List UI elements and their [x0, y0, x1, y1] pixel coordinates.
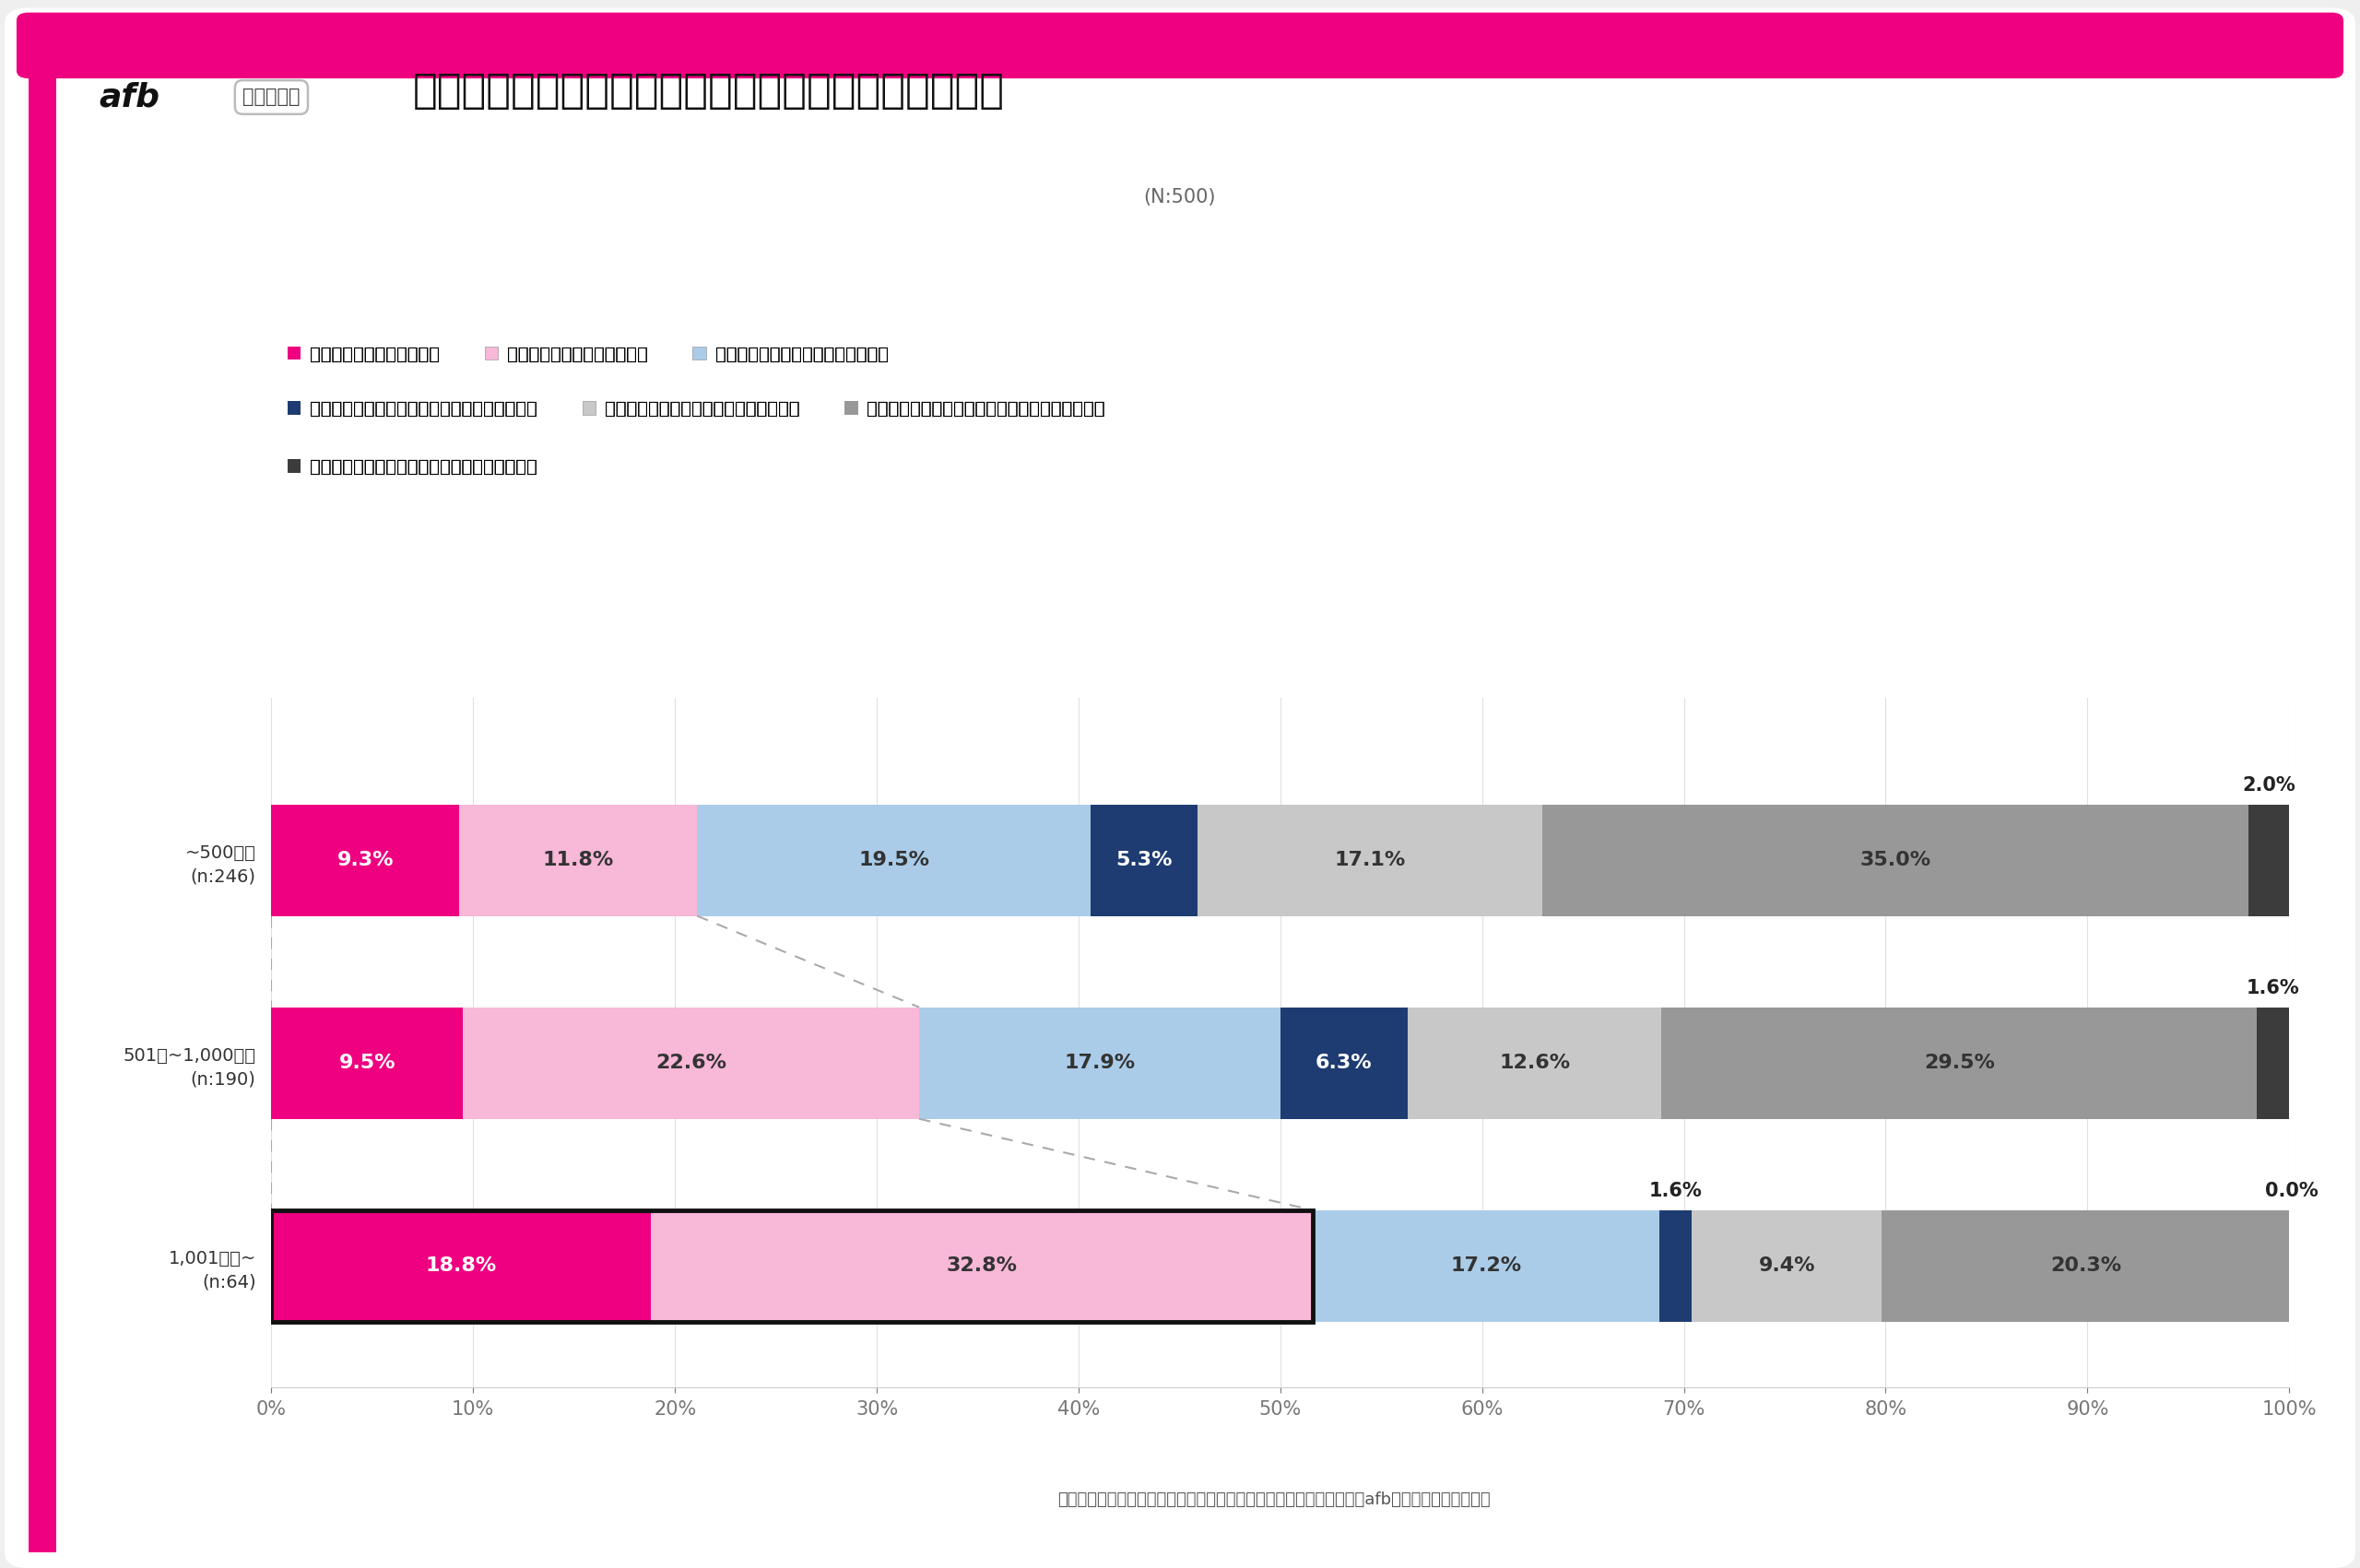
Bar — [2249, 804, 2289, 916]
Bar — [1090, 804, 1197, 916]
Text: 19.5%: 19.5% — [859, 851, 930, 869]
Bar — [460, 804, 696, 916]
Text: 9.3%: 9.3% — [337, 851, 394, 869]
Text: 世帯年収別: 世帯年収別 — [243, 88, 300, 107]
Text: 11.8%: 11.8% — [543, 851, 614, 869]
Bar — [696, 804, 1090, 916]
Text: 9.4%: 9.4% — [1758, 1256, 1815, 1275]
Bar — [1659, 1210, 1692, 1322]
Bar — [1661, 1007, 2256, 1120]
Text: 9.5%: 9.5% — [340, 1054, 396, 1073]
Bar — [1543, 804, 2249, 916]
Text: 1.6%: 1.6% — [1650, 1182, 1702, 1200]
Text: 12.6%: 12.6% — [1499, 1054, 1569, 1073]
Text: 17.2%: 17.2% — [1451, 1256, 1522, 1275]
Bar — [1279, 1007, 1407, 1120]
Text: 1.6%: 1.6% — [2247, 978, 2299, 997]
Text: 18.8%: 18.8% — [425, 1256, 496, 1275]
Bar — [271, 1210, 651, 1322]
Bar — [1312, 1210, 1659, 1322]
Text: 2.0%: 2.0% — [2242, 776, 2296, 793]
Bar — [1197, 804, 1543, 916]
Text: 29.5%: 29.5% — [1923, 1054, 1994, 1073]
Text: 6.3%: 6.3% — [1315, 1054, 1371, 1073]
Bar — [271, 1007, 463, 1120]
Bar — [1881, 1210, 2292, 1322]
Bar — [1692, 1210, 1881, 1322]
Bar — [463, 1007, 918, 1120]
Bar — [271, 804, 460, 916]
Bar — [1407, 1007, 1661, 1120]
Text: 20.3%: 20.3% — [2051, 1256, 2122, 1275]
Bar — [651, 1210, 1312, 1322]
Text: 0.0%: 0.0% — [2266, 1182, 2318, 1200]
Legend: 知らない（今回知って、活用しようと思った）, 知らない（今回知って、興味を持った）, 知らない（今回知ったが、よく分からなかった）: 知らない（今回知って、活用しようと思った）, 知らない（今回知って、興味を持った… — [281, 394, 1112, 425]
Text: 35.0%: 35.0% — [1860, 851, 1930, 869]
Text: 17.9%: 17.9% — [1064, 1054, 1135, 1073]
Text: 32.8%: 32.8% — [946, 1256, 1017, 1275]
Text: 政府による「リスキリング」支援を知っていますか？: 政府による「リスキリング」支援を知っていますか？ — [413, 71, 1005, 110]
Text: (N:500): (N:500) — [1145, 188, 1215, 207]
Legend: 知らない（今回知ったが、活用しないと思う）: 知らない（今回知ったが、活用しないと思う） — [281, 452, 545, 483]
Text: 17.1%: 17.1% — [1333, 851, 1407, 869]
Bar — [2256, 1007, 2289, 1120]
Text: afb: afb — [99, 82, 160, 113]
Text: 5.3%: 5.3% — [1116, 851, 1173, 869]
Bar — [918, 1007, 1279, 1120]
Text: 22.6%: 22.6% — [656, 1054, 727, 1073]
Text: 株式会社フォーイット　パフォーマンステクノロジーネットワーク『afb（アフィビー）』調べ: 株式会社フォーイット パフォーマンステクノロジーネットワーク『afb（アフィビー… — [1057, 1491, 1492, 1508]
Legend: 知っていて、活用する予定, 知っていて、気になっている, 知っているが、活用する予定はない: 知っていて、活用する予定, 知っていて、気になっている, 知っているが、活用する… — [281, 339, 897, 370]
